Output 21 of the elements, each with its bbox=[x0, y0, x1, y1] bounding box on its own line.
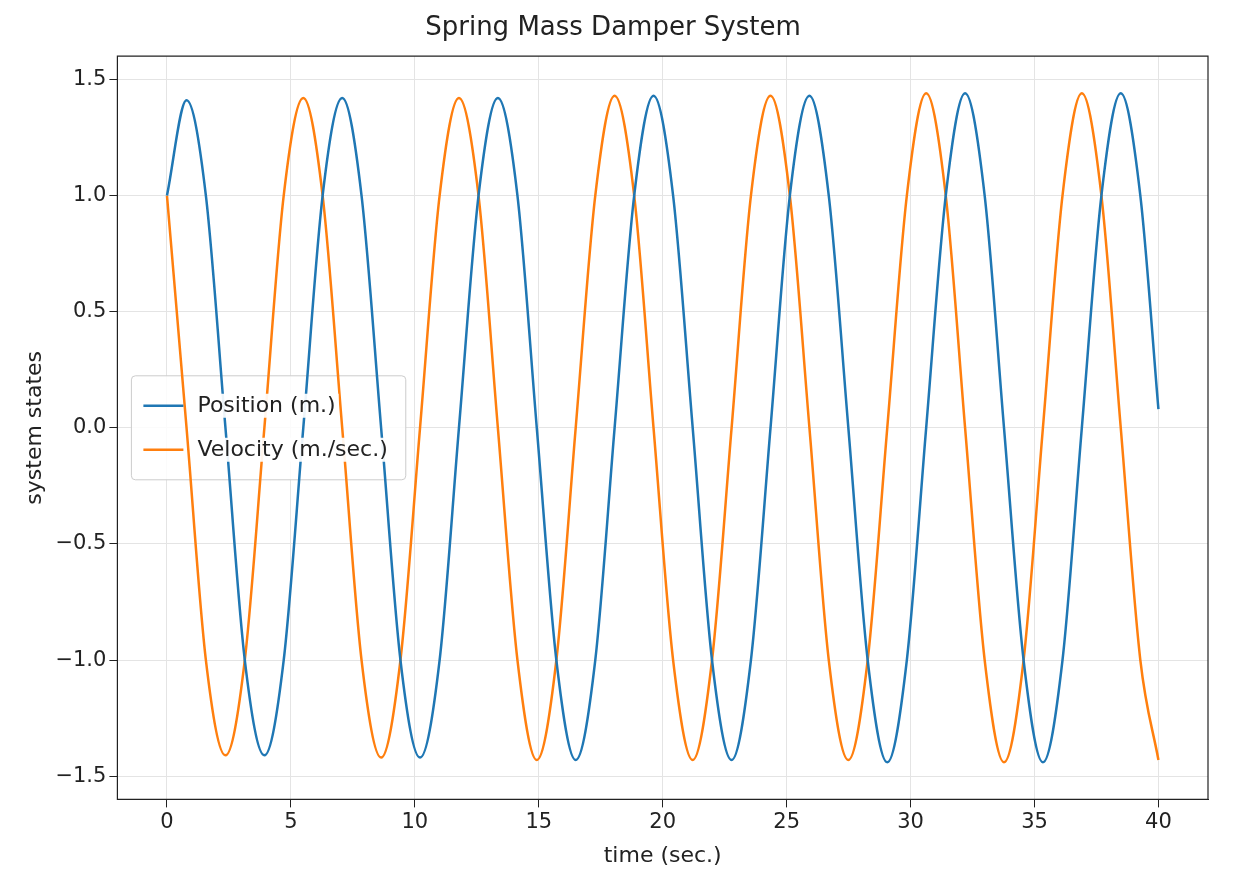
chart-title: Spring Mass Damper System bbox=[425, 11, 801, 42]
x-tick-label: 25 bbox=[773, 809, 800, 834]
y-axis-title: system states bbox=[20, 350, 46, 505]
y-tick-label: 1.5 bbox=[72, 65, 107, 90]
x-tick-label: 0 bbox=[160, 809, 174, 834]
y-tick-label: 0.5 bbox=[72, 298, 107, 323]
y-tick-label: 0.0 bbox=[72, 414, 107, 439]
x-tick-label: 30 bbox=[897, 809, 924, 834]
y-tick-label: 1.0 bbox=[72, 182, 107, 206]
y-tick-label: −1.0 bbox=[55, 646, 107, 671]
x-axis-title: time (sec.) bbox=[603, 841, 722, 867]
legend-label: Velocity (m./sec.) bbox=[197, 435, 388, 461]
x-tick-label: 5 bbox=[284, 809, 298, 834]
legend-label: Position (m.) bbox=[197, 391, 336, 417]
x-tick-label: 40 bbox=[1145, 809, 1172, 834]
x-tick-label: 15 bbox=[525, 809, 553, 834]
y-tick-label: −0.5 bbox=[55, 530, 107, 555]
x-tick-label: 35 bbox=[1021, 809, 1048, 834]
y-tick-label: −1.5 bbox=[55, 762, 107, 787]
x-tick-label: 10 bbox=[401, 809, 429, 834]
x-tick-label: 20 bbox=[649, 809, 677, 834]
